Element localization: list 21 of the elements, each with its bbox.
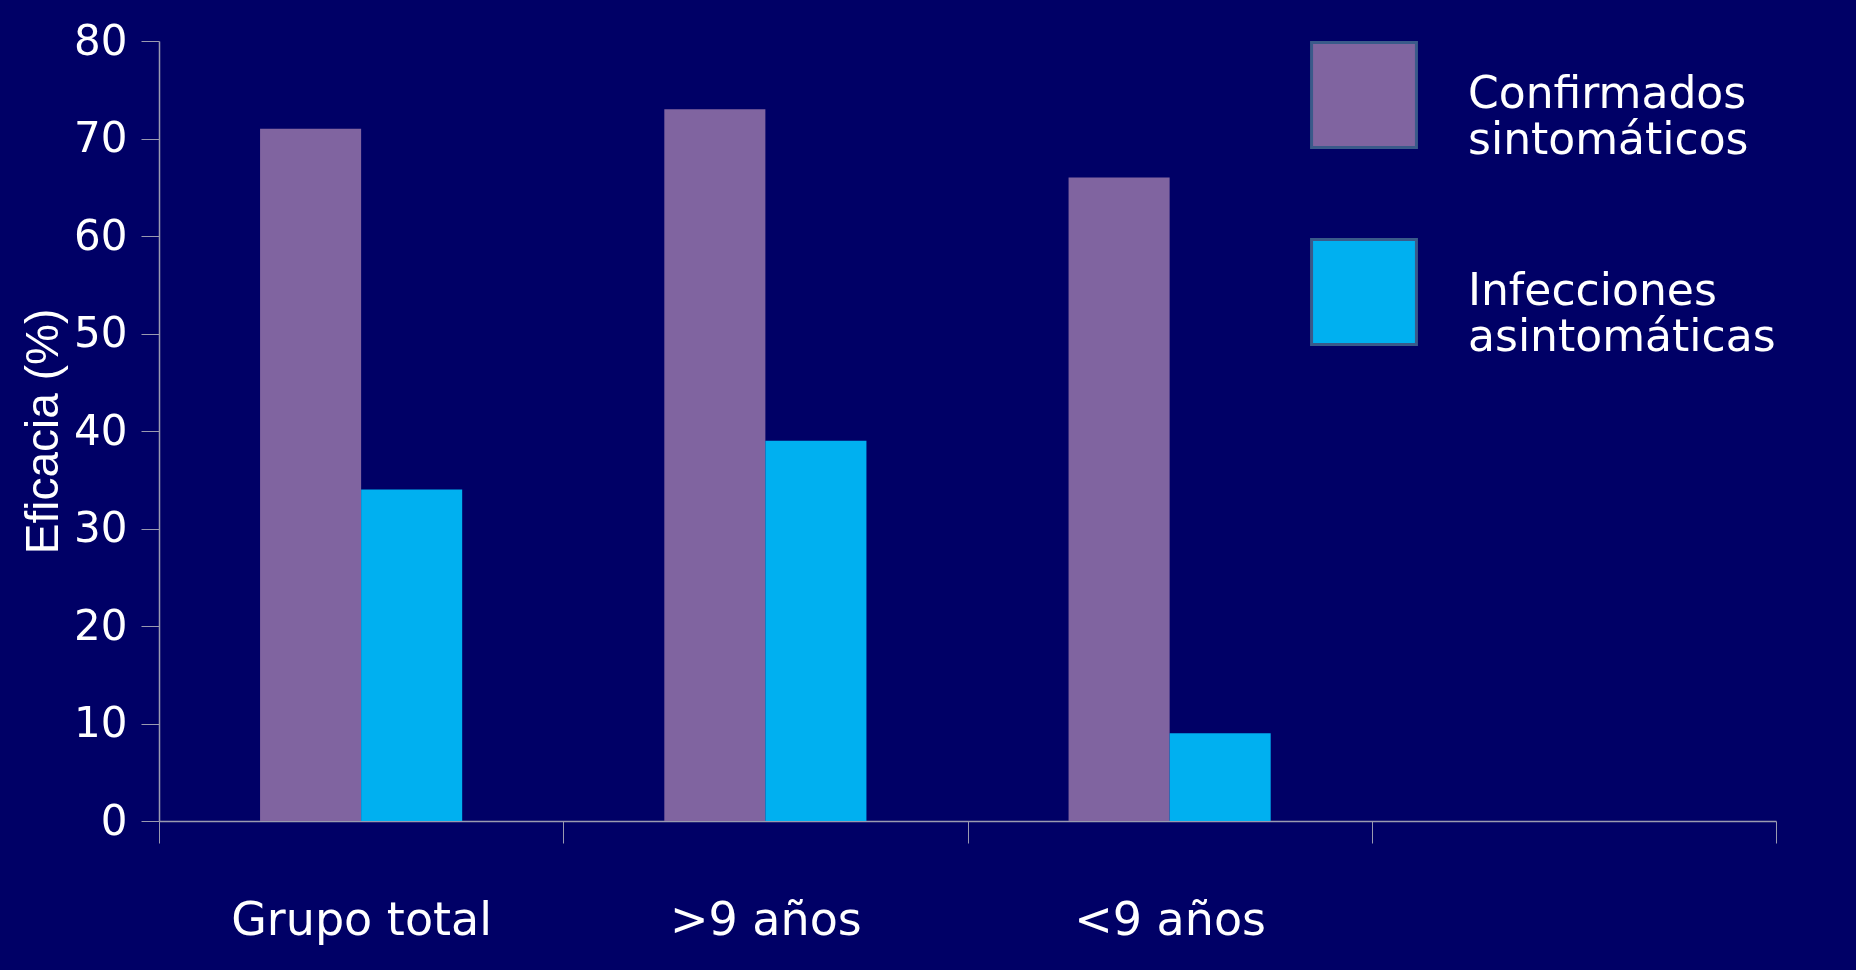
legend-label: Confirmados sintomáticos [1468,67,1749,164]
x-tick-label: >9 años [669,891,862,946]
y-tick-label: 50 [74,308,128,357]
bar [1169,733,1271,821]
x-tick-label: <9 años [1074,891,1267,946]
bar [765,440,867,821]
x-tick-label: Grupo total [231,891,493,946]
y-tick-label: 20 [74,600,128,650]
bar [260,128,362,821]
y-tick-label: 30 [74,503,128,552]
bar [361,489,463,821]
y-axis-title: Eficacia (%) [16,308,69,555]
bar [1068,177,1170,821]
y-tick-label: 80 [74,15,128,65]
y-tick-label: 40 [74,405,128,455]
y-tick-label: 0 [100,795,128,845]
bar [664,109,766,821]
y-tick-label: 60 [74,210,128,260]
legend-label: Infecciones asintomáticas [1468,264,1776,361]
y-tick-label: 10 [74,698,128,747]
y-tick-label: 70 [74,113,128,162]
